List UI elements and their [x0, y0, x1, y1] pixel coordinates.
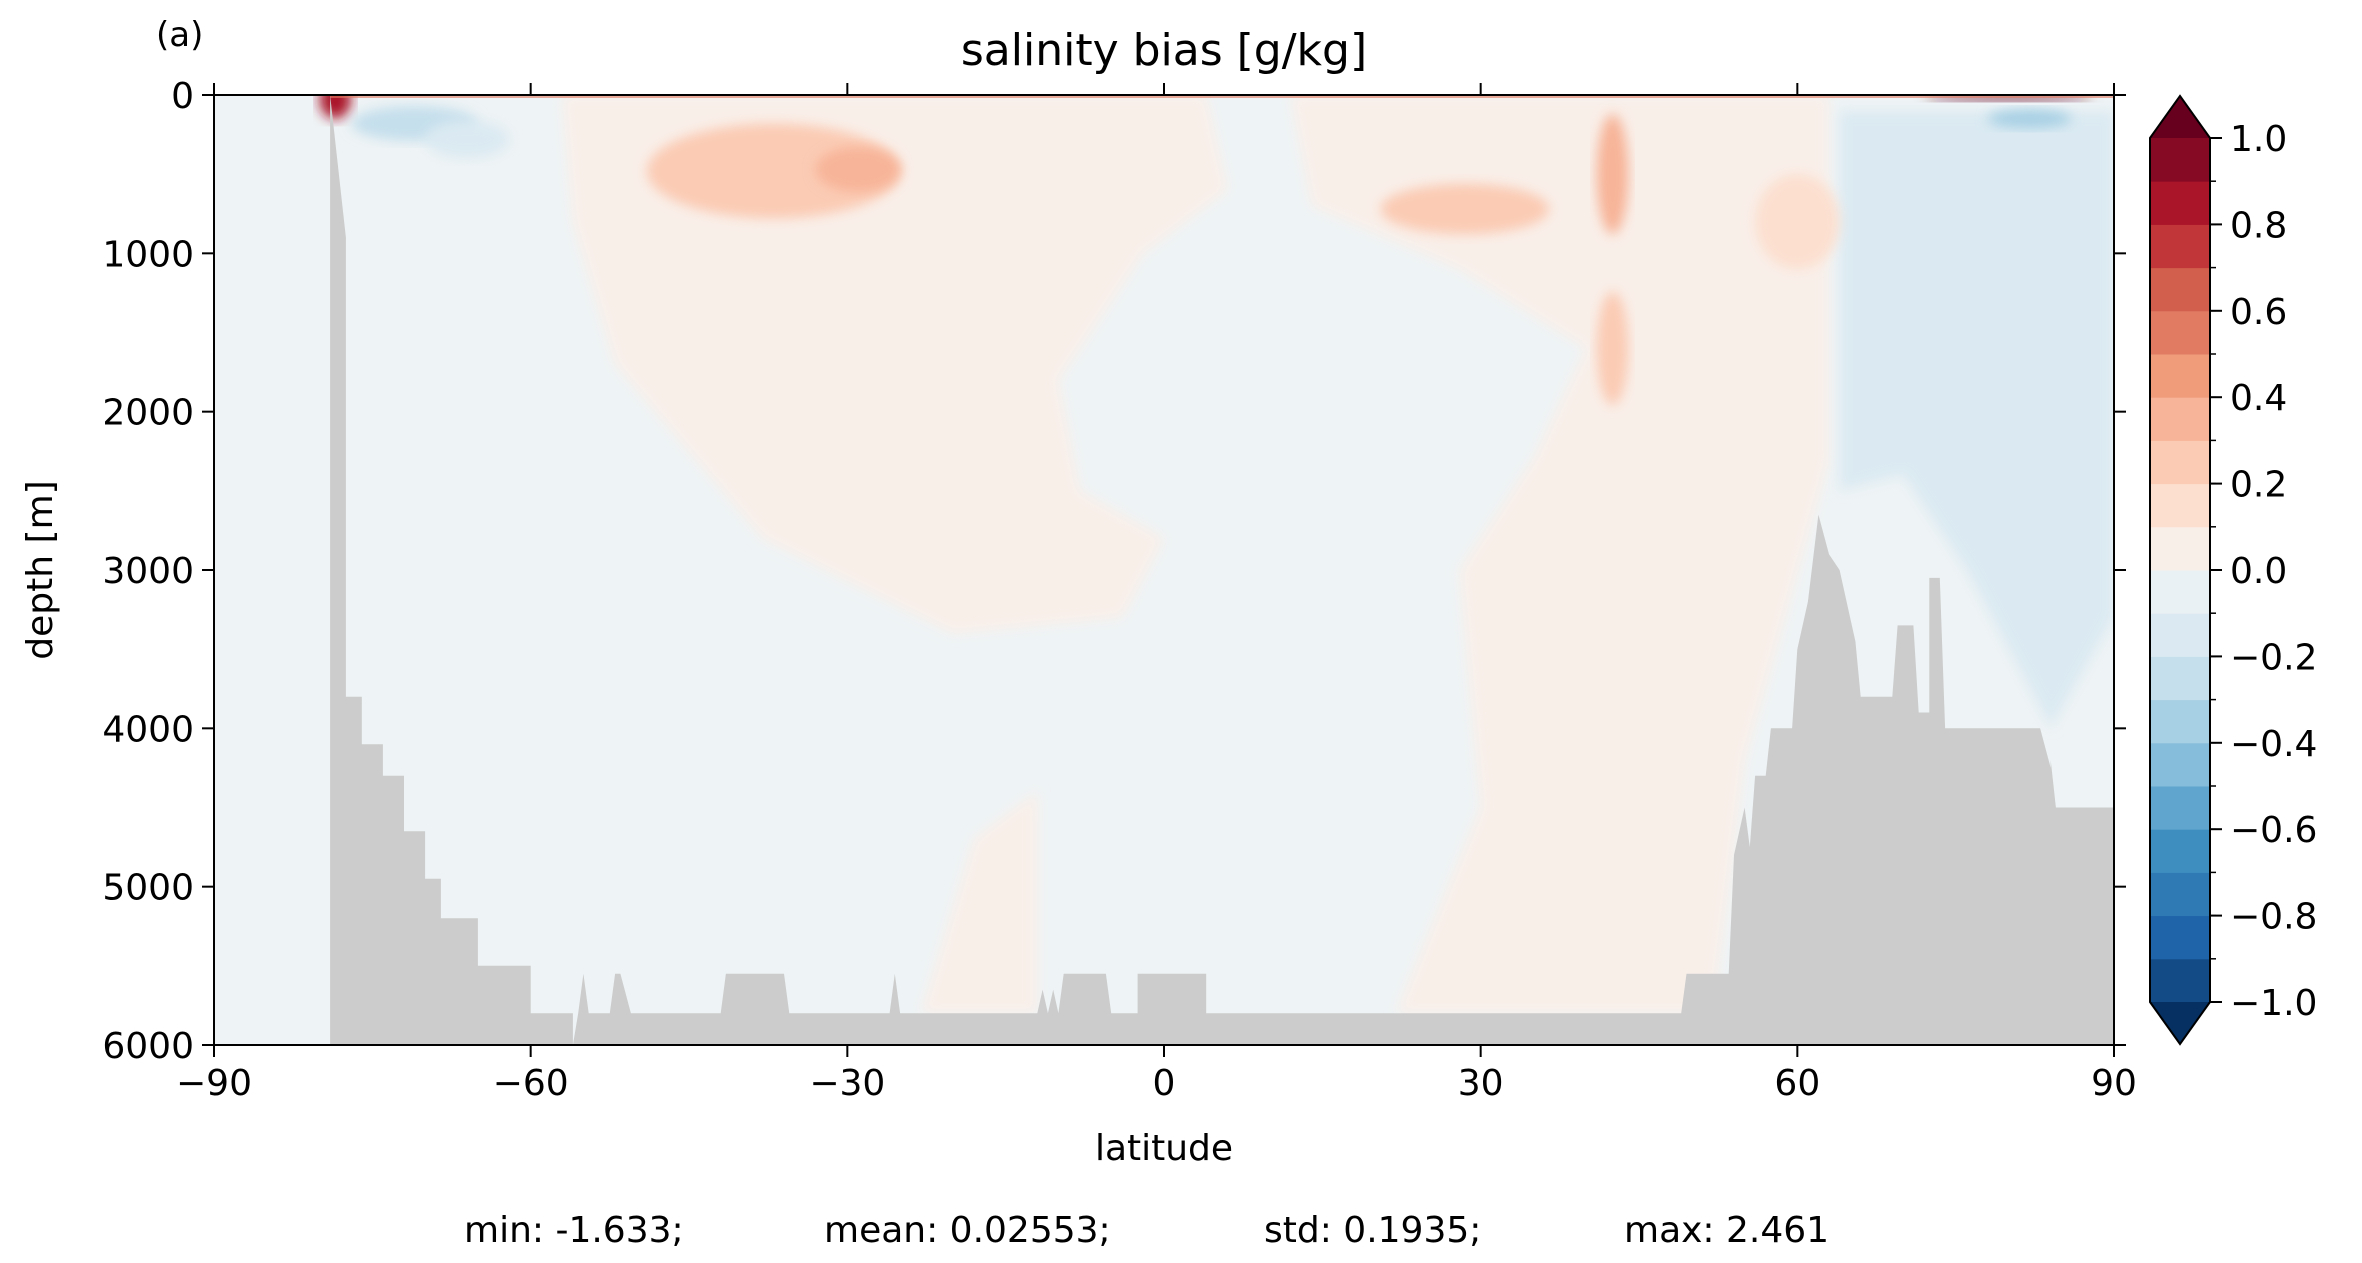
positive-bias-region-south [562, 95, 1228, 634]
bias-feature-8 [1755, 174, 1840, 270]
bias-field-layer [319, 95, 2114, 1014]
colorbar-tick-label: 0.0 [2230, 551, 2287, 592]
bias-feature-6 [1596, 114, 1629, 235]
stat-min: min: -1.633; [464, 1210, 684, 1251]
colorbar-tick-label: 1.0 [2230, 119, 2287, 160]
panel-label: (a) [156, 15, 203, 55]
y-tick-label: 0 [171, 76, 194, 117]
colorbar-tick-label: 0.6 [2230, 292, 2287, 333]
colorbar-segment [2150, 570, 2210, 614]
colorbar-segment [2150, 656, 2210, 701]
land-mask [214, 95, 2114, 1045]
bias-feature-5 [1380, 183, 1550, 235]
x-axis-label: latitude [1095, 1128, 1233, 1169]
colorbar-segment [2150, 224, 2210, 269]
bias-feature-0 [319, 95, 352, 119]
bias-feature-9 [1987, 109, 2072, 129]
colorbar-segment [2150, 354, 2210, 398]
x-tick-label: 60 [1774, 1063, 1820, 1104]
colorbar-extend-low [2150, 1002, 2210, 1044]
colorbar-tick-label: 0.4 [2230, 378, 2287, 419]
colorbar-segment [2150, 440, 2210, 485]
y-tick-label: 5000 [102, 868, 194, 909]
colorbar-segment [2150, 526, 2210, 571]
x-axis: −90 −60 −30 0 30 60 90 [176, 83, 2137, 1104]
plot-area [213, 94, 2115, 1046]
colorbar-segment [2150, 699, 2210, 744]
colorbar-segment [2150, 267, 2210, 312]
positive-bias-region-north [1290, 95, 1829, 1014]
y-tick-label: 1000 [102, 234, 194, 275]
colorbar-tick-label: 0.2 [2230, 465, 2287, 506]
bias-feature-4 [815, 147, 901, 192]
negative-bias-arctic [1839, 110, 2114, 729]
surface-bias-strip [330, 95, 2114, 98]
stat-mean: mean: 0.02553; [824, 1210, 1111, 1251]
x-tick-label: 30 [1458, 1063, 1504, 1104]
colorbar-tick-label: −0.6 [2230, 810, 2317, 851]
y-tick-label: 3000 [102, 551, 194, 592]
colorbar-tick-label: −0.8 [2230, 897, 2317, 938]
colorbar-segment [2150, 310, 2210, 355]
colorbar-segment [2150, 742, 2210, 787]
stat-max: max: 2.461 [1624, 1210, 1829, 1251]
colorbar-segment [2150, 613, 2210, 657]
colorbar-tick-label: −0.4 [2230, 724, 2317, 765]
colorbar-segment [2150, 915, 2210, 960]
land-mask-layer [214, 95, 2114, 1045]
colorbar-tick-label: 0.8 [2230, 205, 2287, 246]
stat-std: std: 0.1935; [1264, 1210, 1481, 1251]
colorbar-tick-label: −1.0 [2230, 983, 2317, 1024]
bias-feature-3 [646, 123, 901, 219]
colorbar-segment [2150, 786, 2210, 830]
y-tick-label: 4000 [102, 709, 194, 750]
x-tick-label: −30 [809, 1063, 885, 1104]
positive-bias-deep-tongue [921, 791, 1038, 1014]
x-tick-label: 90 [2091, 1063, 2137, 1104]
x-tick-label: −60 [493, 1063, 569, 1104]
colorbar-segment [2150, 872, 2210, 917]
y-tick-label: 6000 [102, 1026, 194, 1067]
x-tick-label: 0 [1153, 1063, 1176, 1104]
chart-title: salinity bias [g/kg] [961, 25, 1367, 76]
colorbar-extend-high [2150, 96, 2210, 138]
colorbar-segment [2150, 397, 2210, 441]
y-axis: 0 1000 2000 3000 4000 5000 6000 [102, 76, 2126, 1067]
colorbar-segment [2150, 958, 2210, 1003]
colorbar-segment [2150, 829, 2210, 873]
colorbar-segment [2150, 181, 2210, 225]
colorbar-tick-label: −0.2 [2230, 637, 2317, 678]
bias-feature-2 [425, 120, 510, 159]
colorbar-segment [2150, 138, 2210, 182]
stats-line: min: -1.633; mean: 0.02553; std: 0.1935;… [464, 1210, 1829, 1251]
x-tick-label: −90 [176, 1063, 252, 1104]
colorbar-segment [2150, 483, 2210, 528]
bias-feature-7 [1596, 291, 1629, 406]
colorbar: 1.0 0.8 0.6 0.4 0.2 0.0 −0.2 −0.4 −0.6 −0.8 −1.0 [2149, 94, 2317, 1046]
y-axis-label: depth [m] [20, 480, 61, 659]
y-tick-label: 2000 [102, 393, 194, 434]
